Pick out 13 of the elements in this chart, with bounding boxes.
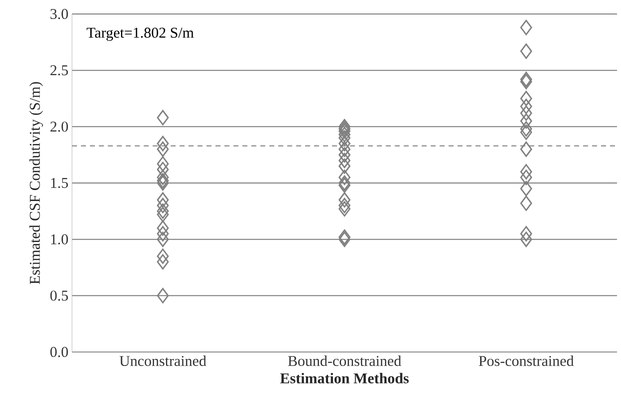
x-tick-label: Pos-constrained — [478, 356, 574, 366]
annotation: Target=1.802 S/m — [86, 28, 194, 41]
y-tick-label: 0.0 — [50, 346, 68, 358]
x-axis-title: Estimation Methods — [280, 372, 409, 384]
y-axis-title: Estimated CSF Condutivity (S/m) — [29, 82, 43, 284]
y-tick-label: 2.0 — [50, 122, 68, 132]
y-tick-label: 1.5 — [51, 178, 68, 188]
y-tick-label: 3.0 — [50, 8, 68, 20]
y-tick-label: 0.5 — [50, 290, 68, 301]
y-tick-label: 2.5 — [50, 65, 68, 76]
x-tick-label: Unconstrained — [120, 356, 206, 366]
y-tick-label: 1.0 — [51, 234, 68, 244]
x-tick-label: Bound-constrained — [288, 356, 402, 366]
